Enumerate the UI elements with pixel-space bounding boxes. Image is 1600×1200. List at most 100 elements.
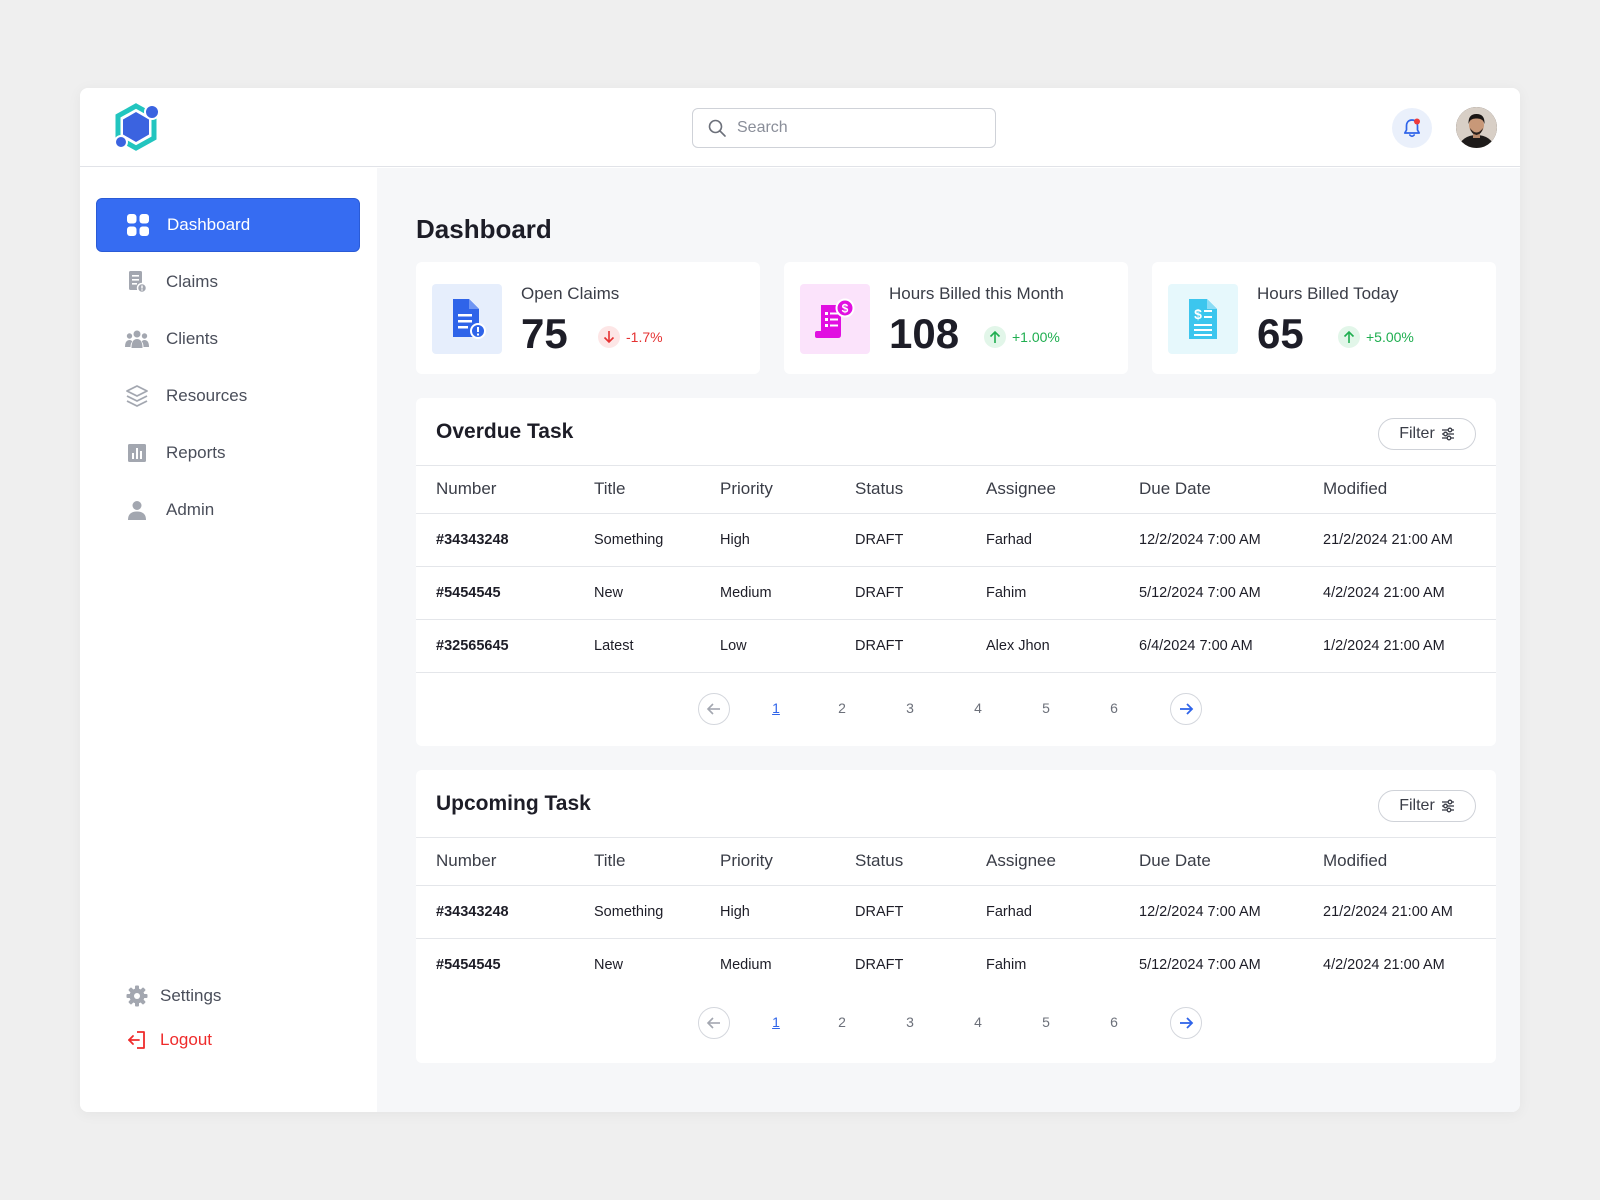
upcoming-task-table: Number Title Priority Status Assignee Du… [416,838,1496,991]
page-number[interactable]: 2 [838,1014,846,1030]
cell-priority: Medium [720,956,772,973]
column-header[interactable]: Due Date [1139,838,1323,886]
filter-button[interactable]: Filter [1378,790,1476,822]
pagination: 1 2 3 4 5 6 [416,991,1496,1061]
logo-icon[interactable] [110,102,166,154]
cell-assignee: Farhad [986,885,1139,939]
panel-title: Overdue Task [436,420,574,443]
table-row[interactable]: #5454545 New Medium DRAFT Fahim 5/12/202… [416,566,1496,620]
layers-icon [124,383,150,409]
page-number[interactable]: 6 [1110,699,1118,716]
column-header[interactable]: Title [594,466,720,514]
logout-label: Logout [160,1030,212,1049]
sidebar-item-dashboard[interactable]: Dashboard [96,198,360,252]
pagination: 1 2 3 4 5 6 [416,673,1496,745]
cell-assignee: Alex Jhon [986,619,1139,673]
prev-page-button[interactable] [698,1007,730,1039]
cell-priority: Medium [720,566,855,620]
cell-priority: High [720,885,855,939]
arrow-up-icon [1338,326,1360,348]
sidebar-item-label: Reports [166,443,226,462]
cell-status: DRAFT [855,885,986,939]
overdue-task-table: Number Title Priority Status Assignee Du… [416,466,1496,673]
page-number[interactable]: 3 [906,1014,914,1030]
search-input[interactable] [737,119,977,137]
column-header[interactable]: Number [416,838,594,886]
sidebar: Dashboard Claims Clients Resources Repor [80,168,377,1112]
top-bar [80,88,1520,167]
avatar[interactable] [1456,107,1497,148]
page-number[interactable]: 1 [772,699,780,716]
search-box[interactable] [692,108,996,148]
sidebar-item-reports[interactable]: Reports [96,426,360,480]
column-header[interactable]: Title [594,838,720,886]
logout-button[interactable]: Logout [124,1027,212,1053]
column-header[interactable]: Assignee [986,466,1139,514]
cell-modified: 21/2/2024 21:00 AM [1323,513,1496,567]
chart-icon [124,440,150,466]
table-row[interactable]: #32565645 Latest Low DRAFT Alex Jhon 6/4… [416,619,1496,673]
cell-priority: Low [720,619,855,673]
cell-due-date: 12/2/2024 7:00 AM [1139,513,1323,567]
filter-button[interactable]: Filter [1378,418,1476,450]
stat-change-value: +1.00% [1012,329,1060,345]
sliders-icon [1441,427,1454,441]
stat-change-value: +5.00% [1366,329,1414,345]
table-header-row: Number Title Priority Status Assignee Du… [416,466,1496,514]
column-header[interactable]: Priority [720,838,855,886]
column-header[interactable]: Modified [1323,838,1496,886]
column-header[interactable]: Priority [720,466,855,514]
table-row[interactable]: #5454545 New Medium DRAFT Fahim 5/12/202… [416,938,1496,991]
sidebar-item-claims[interactable]: Claims [96,255,360,309]
sidebar-item-resources[interactable]: Resources [96,369,360,423]
column-header[interactable]: Status [855,838,986,886]
cell-status: DRAFT [855,619,986,673]
column-header[interactable]: Assignee [986,838,1139,886]
next-page-button[interactable] [1170,1007,1202,1039]
cell-title: New [594,956,624,973]
notification-button[interactable] [1392,108,1432,148]
page-number[interactable]: 5 [1042,1014,1050,1030]
stat-change: +5.00% [1338,326,1414,348]
document-alert-icon [432,284,502,354]
panel-title: Upcoming Task [436,792,591,815]
sidebar-item-label: Dashboard [167,215,251,234]
column-header[interactable]: Due Date [1139,466,1323,514]
cell-title: Something [594,885,720,939]
prev-page-button[interactable] [698,692,730,725]
page-number[interactable]: 3 [906,699,914,716]
panel-header: Overdue Task Filter [416,398,1496,466]
sliders-icon [1441,799,1454,813]
page-number[interactable]: 4 [974,699,982,716]
page-number[interactable]: 6 [1110,1014,1118,1030]
cell-due-date: 5/12/2024 7:00 AM [1139,566,1323,620]
page-number[interactable]: 2 [838,699,846,716]
main-content: Dashboard Open Claims 75 -1.7% $ Hours B… [377,168,1520,1112]
cell-number: #5454545 [416,566,594,620]
sidebar-item-clients[interactable]: Clients [96,312,360,366]
arrow-down-icon [598,326,620,348]
arrow-right-icon [1180,1017,1194,1029]
page-number[interactable]: 5 [1042,699,1050,716]
stat-value: 108 [889,310,960,357]
table-row[interactable]: #34343248 Something High DRAFT Farhad 12… [416,513,1496,567]
column-header[interactable]: Status [855,466,986,514]
table-header-row: Number Title Priority Status Assignee Du… [416,838,1496,886]
column-header[interactable]: Number [416,466,594,514]
settings-button[interactable]: Settings [124,983,221,1009]
cell-modified: 1/2/2024 21:00 AM [1323,619,1496,673]
stat-change-value: -1.7% [626,329,663,345]
page-number[interactable]: 1 [772,1014,780,1030]
stat-card-hours-month: $ Hours Billed this Month 108 +1.00% [784,262,1128,374]
cell-title: Something [594,513,720,567]
sidebar-item-admin[interactable]: Admin [96,483,360,537]
column-header[interactable]: Modified [1323,466,1496,514]
stat-change: -1.7% [598,326,663,348]
settings-label: Settings [160,986,222,1005]
cell-title: Latest [594,619,720,673]
stat-value: 75 [521,310,568,357]
page-number[interactable]: 4 [974,1014,982,1030]
table-row[interactable]: #34343248 Something High DRAFT Farhad 12… [416,885,1496,939]
next-page-button[interactable] [1170,692,1202,725]
cell-title: New [594,566,720,620]
